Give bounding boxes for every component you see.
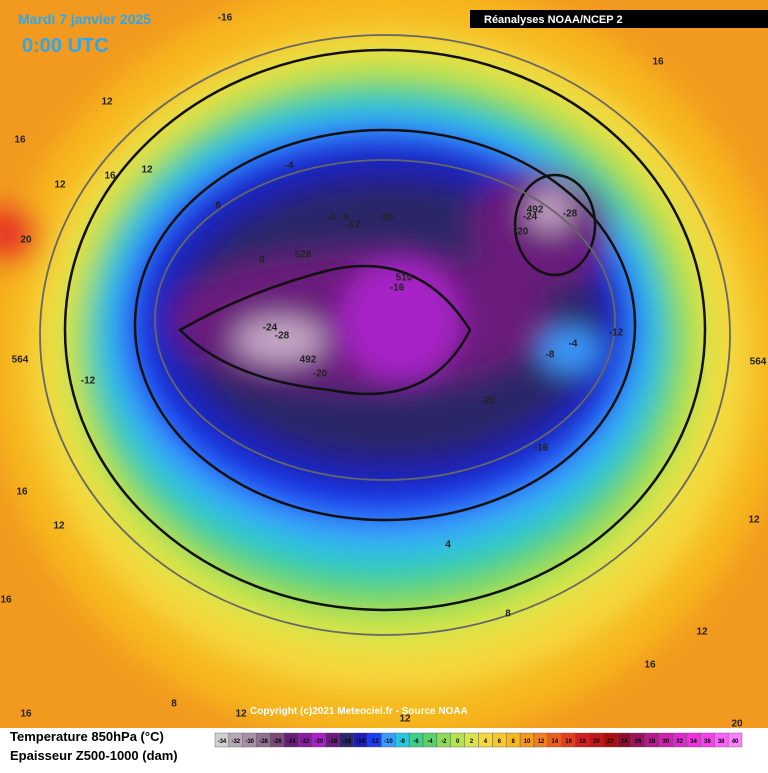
contour-label: -20 [514,227,529,238]
contour-label: 492 [300,355,317,366]
scale-label: 18 [579,739,586,745]
contour-label: -24 [523,212,538,223]
legend-title: Temperature 850hPa (°C) [10,729,164,744]
contour-label: -4 [569,339,578,350]
scale-label: 12 [538,739,545,745]
contour-label: -4 [285,161,294,172]
scale-label: 22 [607,739,614,745]
legend-subtitle: Epaisseur Z500-1000 (dam) [10,748,178,763]
scale-label: 4 [484,739,488,745]
scale-label: 38 [718,739,725,745]
scale-label: 30 [662,739,669,745]
scale-label: 10 [524,739,531,745]
contour-label: 12 [54,180,66,191]
scale-label: 16 [565,739,572,745]
source-banner [470,10,768,28]
contour-label: 492 [527,205,544,216]
contour-label: 12 [748,515,760,526]
contour-label: 12 [696,627,708,638]
scale-label: -8 [400,739,406,745]
contour-label: 564 [12,355,29,366]
scale-label: -18 [329,739,338,745]
contour-label: 8 [215,201,221,212]
scale-label: 26 [635,739,642,745]
scale-label: 6 [498,739,502,745]
scale-label: -16 [342,739,351,745]
contour-label: -4 [327,213,336,224]
contours [63,48,707,612]
contour-label: -24 [263,323,278,334]
contour-label: 16 [0,595,12,606]
scale-label: -24 [287,739,296,745]
scale-label: -4 [427,739,433,745]
contour-label: 20 [20,235,32,246]
contour-label: -12 [609,328,624,339]
scale-label: 28 [649,739,656,745]
contour-label: -16 [534,443,549,454]
contour-label: 16 [644,660,656,671]
contour-label: -20 [481,396,496,407]
scale-swatch [727,732,743,748]
contour-label: 564 [750,357,767,368]
contour-label: 8 [171,699,177,710]
scale-label: 40 [732,739,739,745]
contour-label: 8 [505,609,511,620]
scale-label: 32 [676,739,683,745]
scale-label: -14 [356,739,365,745]
contour-label: 12 [53,521,65,532]
contour-label: -28 [563,209,578,220]
contour-label: 4 [445,540,451,551]
scale-label: -34 [218,739,227,745]
source: Réanalyses NOAA/NCEP 2 [484,14,623,26]
contour-label: 16 [14,135,26,146]
scale-label: 0 [456,739,460,745]
scale-label: -28 [259,739,268,745]
thickness-lines [39,34,731,636]
time: 0:00 UTC [22,35,109,57]
scale-label: 36 [704,739,711,745]
scale-label: -6 [413,739,419,745]
contour-label: -12 [346,220,361,231]
scale-label: -22 [301,739,310,745]
date: Mardi 7 janvier 2025 [18,11,151,27]
scale-label: -26 [273,739,282,745]
scale-label: 34 [690,739,697,745]
contour-label: 16 [16,487,28,498]
contour-label: 12 [399,714,411,725]
contour-label: 12 [235,709,247,720]
temperature-field [0,0,768,740]
scale-label: -2 [441,739,447,745]
contour-label: 528 [295,250,312,261]
contour-label: -28 [275,331,290,342]
scale-label: 2 [470,739,474,745]
scale-label: -10 [384,739,393,745]
contour-label: 12 [141,165,153,176]
contour-label: -20 [379,213,394,224]
scale-label: -32 [231,739,240,745]
contour-label: -8 [546,350,555,361]
contour-label: 510 [396,273,413,284]
scale-label: -20 [315,739,324,745]
contour-label: -12 [81,376,96,387]
contour-label: 16 [104,171,116,182]
contour-label: 16 [652,57,664,68]
scale-label: 20 [593,739,600,745]
contour-label: -16 [390,283,405,294]
scale-label: -30 [245,739,254,745]
contour-label: 20 [731,719,743,730]
contour-label: 16 [20,709,32,720]
scale-label: 14 [551,739,558,745]
contour-label: -20 [313,369,328,380]
scale-label: 24 [621,739,628,745]
scale-label: 8 [511,739,515,745]
contour-label: -16 [218,13,233,24]
contour-label: 12 [101,97,113,108]
copyright: Copyright (c)2021 Meteociel.fr - Source … [250,706,468,717]
contour-label: 0 [259,255,265,266]
scale-label: -12 [370,739,379,745]
contour-label: -8 [341,213,350,224]
